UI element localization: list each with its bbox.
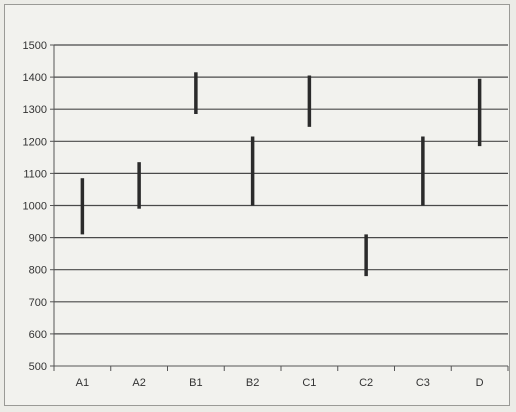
y-tick-label: 800 [29, 265, 47, 277]
x-tick-label: A2 [132, 377, 145, 389]
y-tick-label: 900 [29, 233, 47, 245]
range-bars [80, 72, 482, 277]
x-tick-label: B2 [246, 377, 259, 389]
y-tick-label: 1500 [23, 40, 47, 52]
x-tick-label: D [476, 377, 484, 389]
y-axis-ticks: 500 600 700 800 900 1000 1100 1200 1300 1400 1500 [23, 40, 47, 373]
x-tick-label: B1 [189, 377, 202, 389]
x-tick-label: C2 [359, 377, 373, 389]
x-tick-label: A1 [76, 377, 89, 389]
y-tick-label: 1300 [23, 104, 47, 116]
y-tick-label: 500 [29, 361, 47, 373]
x-tick-label: C1 [302, 377, 316, 389]
x-axis-ticks: A1 A2 B1 B2 C1 C2 C3 D [76, 377, 484, 389]
y-tick-label: 1100 [23, 168, 47, 180]
y-tick-label: 1000 [23, 201, 47, 213]
x-tick-label: C3 [416, 377, 430, 389]
y-tick-label: 1400 [23, 72, 47, 84]
y-tick-label: 1200 [23, 136, 47, 148]
y-tick-label: 600 [29, 329, 47, 341]
axes [50, 44, 509, 371]
gridlines [54, 44, 508, 335]
y-tick-label: 700 [29, 297, 47, 309]
